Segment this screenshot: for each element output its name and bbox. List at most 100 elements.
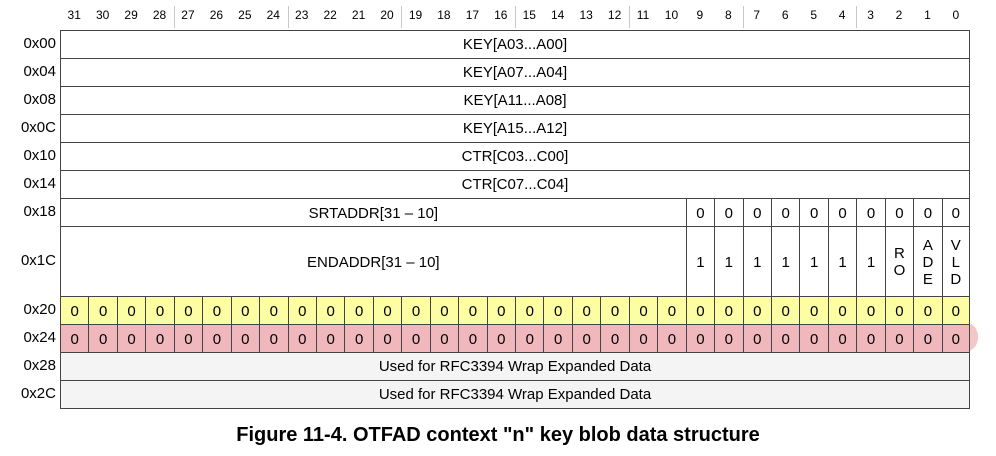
bit-number-31: 31 [67, 8, 81, 22]
bit-number-22: 22 [323, 8, 337, 22]
bit-cell: 0 [742, 198, 771, 227]
bit-cell: 0 [714, 324, 743, 353]
field-cell: Used for RFC3394 Wrap Expanded Data [60, 380, 970, 409]
bit-cell: 0 [941, 296, 970, 325]
bit-number-20: 20 [380, 8, 394, 22]
bit-cell: 0 [88, 324, 117, 353]
bit-number-3: 3 [867, 8, 874, 22]
bit-number-17: 17 [465, 8, 480, 22]
bit-number-6: 6 [781, 8, 789, 22]
bit-cell: 0 [628, 296, 658, 325]
bit-cell: 0 [145, 296, 174, 325]
bit-cell: 0 [287, 324, 316, 353]
bit-number-28: 28 [152, 8, 167, 22]
register-row-0x28: Used for RFC3394 Wrap Expanded Data [60, 352, 970, 381]
field-cell: CTR[C07...C04] [60, 170, 970, 199]
bit-number-18: 18 [437, 8, 451, 22]
register-row-0x14: CTR[C07...C04] [60, 170, 970, 199]
row-offset: 0x00 [23, 35, 56, 52]
bit-cell: 0 [429, 296, 459, 325]
header-divider [743, 6, 744, 28]
bit-cell: 0 [685, 324, 715, 353]
row-offset: 0x1C [20, 252, 56, 269]
bit-number-25: 25 [238, 8, 252, 22]
field-cell: CTR[C03...C00] [60, 142, 970, 171]
register-row-0x0C: KEY[A15...A12] [60, 114, 970, 143]
bit-cell: 0 [742, 296, 771, 325]
register-row-0x2C: Used for RFC3394 Wrap Expanded Data [60, 380, 970, 409]
bit-number-8: 8 [724, 8, 732, 22]
bit-cell: 0 [230, 324, 260, 353]
bit-cell: 1 [856, 226, 885, 297]
bit-cell: 1 [827, 226, 857, 297]
row-offset: 0x2C [20, 385, 56, 402]
bit-cell: 0 [259, 296, 288, 325]
bit-cell: 0 [913, 198, 942, 227]
address-field-cell: ENDADDR[31 – 10] [60, 226, 686, 297]
bit-number-0: 0 [952, 8, 960, 22]
bit-cell: 1 [799, 226, 828, 297]
bit-cell: 0 [344, 324, 373, 353]
table-bottom-border [60, 408, 970, 409]
row-offset: 0x10 [23, 147, 56, 164]
bit-number-29: 29 [124, 8, 138, 22]
bit-number-16: 16 [494, 8, 508, 22]
bit-cell: 1 [771, 226, 800, 297]
bit-cell: 0 [827, 324, 857, 353]
bit-number-14: 14 [551, 8, 565, 22]
bit-cell: 0 [771, 324, 800, 353]
address-field-cell: SRTADDR[31 – 10] [60, 198, 686, 227]
row-offset: 0x28 [23, 357, 56, 374]
bit-cell: 0 [259, 324, 288, 353]
bit-cell: 0 [714, 296, 743, 325]
bit-cell: 0 [771, 296, 800, 325]
bit-cell: 0 [60, 324, 89, 353]
bit-number-23: 23 [295, 8, 309, 22]
bit-cell: 0 [315, 324, 345, 353]
bit-cell: 0 [913, 296, 942, 325]
header-divider [856, 6, 857, 28]
bit-number-24: 24 [266, 8, 280, 22]
bit-cell: 0 [173, 296, 203, 325]
bit-cell: 0 [856, 296, 885, 325]
bit-cell: 0 [657, 324, 686, 353]
row-offset: 0x0C [20, 119, 56, 136]
bit-cell: 0 [372, 296, 402, 325]
bit-number-30: 30 [95, 8, 110, 22]
bit-cell: 0 [60, 296, 89, 325]
bit-cell: 0 [486, 296, 516, 325]
bit-cell: 0 [401, 296, 430, 325]
bit-number-2: 2 [895, 8, 903, 22]
bit-cell: 0 [486, 324, 516, 353]
bit-cell: 0 [458, 296, 487, 325]
bit-number-4: 4 [838, 8, 846, 22]
bit-number-9: 9 [696, 8, 704, 22]
bit-number-5: 5 [810, 8, 817, 22]
bit-number-19: 19 [408, 8, 423, 22]
bit-number-1: 1 [924, 8, 931, 22]
bit-number-10: 10 [664, 8, 679, 22]
figure-caption: Figure 11-4. OTFAD context "n" key blob … [236, 424, 760, 446]
bit-cell: 0 [657, 296, 686, 325]
row-offset: 0x04 [23, 63, 56, 80]
header-divider [629, 6, 630, 28]
bit-cell: 0 [771, 198, 800, 227]
bit-number-15: 15 [522, 8, 536, 22]
bit-cell: 0 [941, 198, 970, 227]
bit-cell: 1 [714, 226, 743, 297]
bit-cell: 0 [884, 324, 914, 353]
field-cell: Used for RFC3394 Wrap Expanded Data [60, 352, 970, 381]
bit-cell: 0 [913, 324, 942, 353]
bit-cell: 0 [571, 296, 601, 325]
bit-number-11: 11 [636, 8, 650, 22]
bit-cell: 0 [799, 324, 828, 353]
bit-cell: 0 [287, 296, 316, 325]
bit-cell: 0 [315, 296, 345, 325]
bit-cell: 0 [742, 324, 771, 353]
bit-cell: 0 [799, 198, 828, 227]
bit-number-27: 27 [181, 8, 195, 22]
